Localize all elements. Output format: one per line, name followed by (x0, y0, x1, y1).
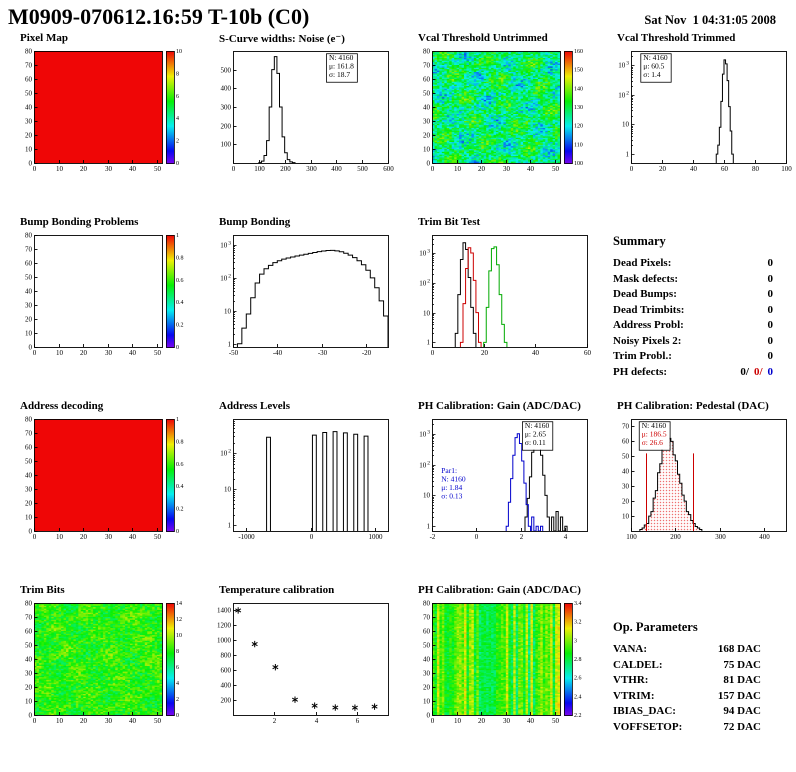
cell-pixel-map: Pixel Map (0, 30, 199, 214)
plot-grid: Pixel Map S-Curve widths: Noise (e⁻) Vca… (0, 30, 796, 766)
op-parameter-row-label: VTRIM: (613, 689, 655, 702)
op-parameter-row: VANA: 168 DAC (613, 642, 761, 658)
ph-gain-map-plot (406, 598, 596, 730)
summary-row: Dead Bumps: 0 (613, 287, 773, 303)
temperature-calibration-plot (207, 598, 397, 730)
address-levels-title: Address Levels (219, 400, 290, 412)
summary-panel: Summary Dead Pixels: 0 Mask defects: 0 Dead … (597, 214, 796, 398)
bump-bonding-title: Bump Bonding (219, 216, 291, 228)
summary-title: Summary (613, 234, 666, 248)
cell-scurve-noise: S-Curve widths: Noise (e⁻) (199, 30, 398, 214)
cell-vcal-untrimmed: Vcal Threshold Untrimmed (398, 30, 597, 214)
summary-row-ph-defects-label: PH defects: (613, 365, 668, 378)
summary-row-label: Trim Probl.: (613, 350, 672, 362)
bump-problems-title: Bump Bonding Problems (20, 216, 139, 228)
op-parameter-row-label: VOFFSETOP: (613, 720, 683, 733)
scurve-noise-title: S-Curve widths: Noise (e⁻) (219, 33, 345, 45)
ph-defects-value-1: 0/ (753, 365, 763, 378)
address-decoding-plot (8, 414, 198, 546)
temperature-calibration-title: Temperature calibration (219, 584, 335, 596)
cell-ph-gain-map: PH Calibration: Gain (ADC/DAC) (398, 582, 597, 766)
op-parameter-row: VOFFSETOP: 72 DAC (613, 720, 761, 736)
summary-row: Dead Pixels: 0 (613, 256, 773, 272)
summary-row-value: 0 (767, 334, 774, 347)
op-parameters-title: Op. Parameters (613, 620, 698, 634)
op-parameter-row-label: IBIAS_DAC: (613, 705, 676, 717)
op-parameter-value: 94 DAC (723, 705, 761, 717)
summary-row-label: Noisy Pixels 2: (613, 334, 682, 347)
ph-gain-map-title: PH Calibration: Gain (ADC/DAC) (418, 584, 581, 596)
cell-ph-gain: PH Calibration: Gain (ADC/DAC) (398, 398, 597, 582)
ph-gain-plot (406, 414, 596, 546)
ph-pedestal-title: PH Calibration: Pedestal (DAC) (617, 400, 769, 412)
ph-defects-values: 0/0/0 (735, 365, 773, 381)
op-rows: VANA: 168 DAC CALDEL: 75 DAC VTHR: 81 DAC VTRI… (613, 642, 761, 735)
summary-row-value: 0 (767, 319, 774, 331)
ph-pedestal-plot (605, 414, 795, 546)
cell-vcal-trimmed: Vcal Threshold Trimmed (597, 30, 796, 214)
vcal-trimmed-plot (605, 46, 795, 178)
op-parameter-value: 168 DAC (717, 643, 761, 655)
bump-problems-plot (8, 230, 198, 362)
op-parameter-value: 72 DAC (723, 720, 761, 733)
pixel-map-title: Pixel Map (20, 32, 68, 44)
summary-row: Address Probl: 0 (613, 318, 773, 334)
summary-row-label: Address Probl: (613, 319, 684, 331)
vcal-untrimmed-plot (406, 46, 596, 178)
address-levels-plot (207, 414, 397, 546)
op-parameter-row-label: VTHR: (613, 674, 649, 686)
summary-row-label: Dead Pixels: (613, 257, 672, 269)
summary-row-label: Mask defects: (613, 272, 679, 285)
timestamp: Sat Nov 1 04:31:05 2008 (644, 13, 776, 27)
op-parameter-value: 75 DAC (723, 658, 761, 671)
summary-row-value: 0 (767, 288, 774, 300)
page-title: M0909-070612.16:59 T-10b (C0) (8, 4, 310, 29)
summary-row-ph-defects: PH defects: 0/0/0 (613, 365, 773, 381)
address-decoding-title: Address decoding (20, 400, 104, 412)
pixel-map-plot (8, 46, 198, 178)
cell-trim-bit-test: Trim Bit Test (398, 214, 597, 398)
cell-temperature-calibration: Temperature calibration (199, 582, 398, 766)
summary-row: Dead Trimbits: 0 (613, 303, 773, 319)
trim-bits-title: Trim Bits (20, 584, 65, 596)
summary-row: Mask defects: 0 (613, 272, 773, 288)
cell-ph-pedestal: PH Calibration: Pedestal (DAC) (597, 398, 796, 582)
cell-address-levels: Address Levels (199, 398, 398, 582)
op-parameter-row: IBIAS_DAC: 94 DAC (613, 704, 761, 720)
page-header: M0909-070612.16:59 T-10b (C0) Sat Nov 1 … (0, 0, 796, 30)
op-parameter-value: 157 DAC (717, 689, 761, 702)
op-parameters-panel: Op. Parameters VANA: 168 DAC CALDEL: 75 DAC… (597, 582, 796, 766)
summary-row-label: Dead Trimbits: (613, 303, 685, 316)
cell-trim-bits: Trim Bits (0, 582, 199, 766)
trim-bits-plot (8, 598, 198, 730)
scurve-noise-plot (207, 46, 397, 178)
ph-defects-value-0: 0/ (740, 365, 749, 378)
summary-row-value: 0 (767, 350, 774, 362)
op-parameter-row: CALDEL: 75 DAC (613, 658, 761, 674)
op-parameter-row: VTRIM: 157 DAC (613, 689, 761, 705)
summary-row-value: 0 (767, 272, 774, 285)
trim-bit-test-plot (406, 230, 596, 362)
trim-bit-test-title: Trim Bit Test (418, 216, 481, 228)
summary-row-value: 0 (767, 257, 774, 269)
cell-bump-bonding: Bump Bonding (199, 214, 398, 398)
op-parameter-row-label: CALDEL: (613, 658, 663, 671)
op-parameter-row: VTHR: 81 DAC (613, 673, 761, 689)
op-parameter-value: 81 DAC (723, 674, 761, 686)
vcal-trimmed-title: Vcal Threshold Trimmed (617, 32, 736, 44)
summary-row-label: Dead Bumps: (613, 288, 677, 300)
cell-address-decoding: Address decoding (0, 398, 199, 582)
ph-defects-value-2: 0 (767, 365, 774, 378)
summary-row-value: 0 (767, 303, 774, 316)
summary-rows: Dead Pixels: 0 Mask defects: 0 Dead Bumps: 0 D… (613, 256, 773, 380)
bump-bonding-plot (207, 230, 397, 362)
ph-gain-title: PH Calibration: Gain (ADC/DAC) (418, 400, 581, 412)
summary-row: Trim Probl.: 0 (613, 349, 773, 365)
cell-bump-problems: Bump Bonding Problems (0, 214, 199, 398)
summary-row: Noisy Pixels 2: 0 (613, 334, 773, 350)
op-parameter-row-label: VANA: (613, 643, 648, 655)
vcal-untrimmed-title: Vcal Threshold Untrimmed (418, 32, 548, 44)
